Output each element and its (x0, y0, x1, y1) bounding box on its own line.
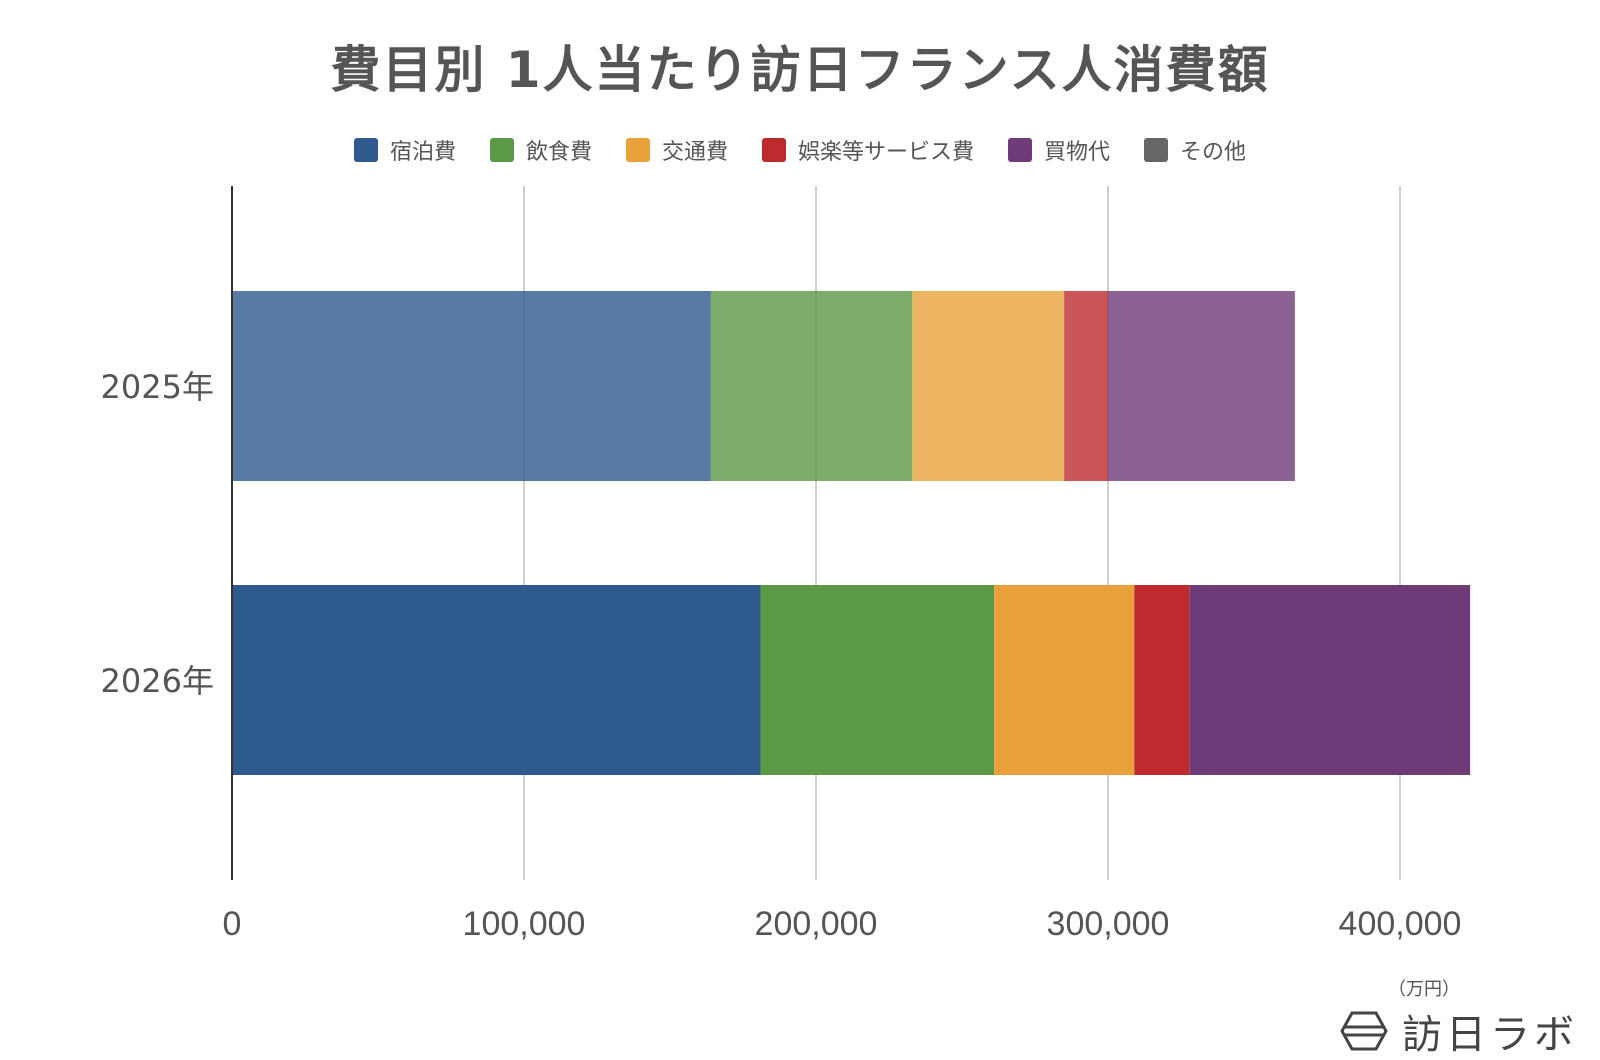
legend-item: 飲食費 (489, 134, 592, 166)
legend-item: 宿泊費 (353, 134, 456, 166)
legend-swatch (762, 138, 786, 162)
bar-segment (1134, 585, 1190, 775)
category-label: 2025年 (101, 368, 214, 406)
bar-segment (912, 291, 1065, 481)
legend-swatch (625, 138, 650, 162)
hexagon-icon (1340, 1011, 1388, 1051)
logo: 訪日ラボ (1340, 1002, 1578, 1060)
category-label: 2026年 (101, 662, 214, 700)
x-tick-label: 400,000 (1339, 905, 1462, 943)
logo-text: 訪日ラボ (1402, 1012, 1578, 1058)
x-tick-label: 100,000 (463, 905, 586, 943)
legend-label: 飲食費 (525, 140, 592, 165)
bar-segment (232, 291, 711, 481)
bar-segment (1189, 585, 1471, 775)
legend-label: その他 (1180, 140, 1247, 165)
legend: 宿泊費 飲食費 交通費 娯楽等サービス費 買物代 その他 (0, 130, 1600, 170)
bar-segment (232, 585, 761, 775)
bar-segment (710, 291, 913, 481)
legend-item: 娯楽等サービス費 (762, 134, 974, 166)
bar-segment (1064, 291, 1108, 481)
legend-swatch (353, 138, 378, 162)
legend-label: 宿泊費 (389, 140, 456, 165)
legend-swatch (489, 138, 514, 162)
legend-item: 買物代 (1008, 134, 1110, 166)
bar-segment (994, 585, 1135, 775)
x-tick-label: 0 (223, 905, 242, 943)
bar-segment (760, 585, 995, 775)
x-tick-label: 200,000 (755, 905, 878, 943)
legend-item: 交通費 (625, 134, 728, 166)
x-tick-label: 300,000 (1047, 905, 1170, 943)
legend-swatch (1144, 138, 1169, 162)
chart-title: 費目別 1人当たり訪日フランス人消費額 (330, 41, 1270, 99)
legend-item: その他 (1144, 134, 1246, 166)
x-axis-unit-label: （万円） (1388, 979, 1460, 1000)
legend-swatch (1008, 138, 1033, 162)
legend-label: 交通費 (661, 140, 728, 165)
legend-label: 娯楽等サービス費 (798, 140, 975, 165)
legend-label: 買物代 (1044, 140, 1111, 165)
bar-segment (1108, 291, 1295, 481)
